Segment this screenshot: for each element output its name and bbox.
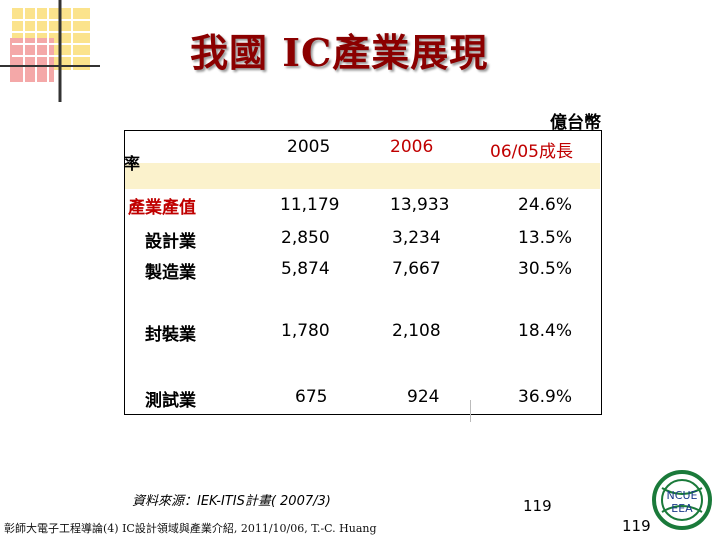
table-cell: 36.9% [518, 387, 573, 407]
table-cell: 13.5% [518, 228, 573, 248]
table-cell: 1,780 [281, 321, 330, 341]
logo-line2: EEA [671, 502, 693, 515]
table-cell: 924 [407, 387, 440, 407]
column-header-2005: 2005 [287, 137, 331, 157]
table-cell: 13,933 [390, 195, 450, 215]
column-header-growth: 06/05成長 [490, 137, 573, 162]
logo-line1: NCUE [667, 489, 698, 502]
header-fragment: 率 [124, 154, 141, 173]
row-label: 產業產值 [128, 198, 196, 218]
page-number: 119 [523, 497, 552, 515]
table-cell: 11,179 [280, 195, 340, 215]
table-cell: 675 [295, 387, 328, 407]
row-label: 封裝業 [145, 325, 196, 345]
column-header-2006: 2006 [390, 137, 434, 157]
growth-header-text: 06/05成長 [490, 142, 573, 162]
grid-logo-icon [0, 0, 100, 102]
footer-citation: 彰師大電子工程導論(4) IC設計領域與產業介紹, 2011/10/06, T.… [4, 522, 377, 535]
table-cell: 30.5% [518, 259, 573, 279]
column-divider [470, 400, 471, 422]
table-cell: 7,667 [392, 259, 441, 279]
table-cell: 2,850 [281, 228, 330, 248]
row-label: 製造業 [145, 263, 196, 283]
table-cell: 2,108 [392, 321, 441, 341]
row-label: 測試業 [145, 391, 196, 411]
unit-label: 億台幣 [550, 113, 601, 133]
ncue-eea-logo-icon: NCUE EEA [652, 470, 712, 530]
source-note: 資料來源：IEK-ITIS計畫( 2007/3) [132, 494, 331, 509]
highlight-band [124, 163, 600, 189]
table-cell: 18.4% [518, 321, 573, 341]
row-label: 設計業 [145, 232, 196, 252]
table-cell: 5,874 [281, 259, 330, 279]
page-title: 我國 IC產業展現 [190, 30, 489, 75]
table-cell: 3,234 [392, 228, 441, 248]
corner-page-number: 119 [622, 517, 651, 535]
data-table [124, 130, 602, 415]
table-cell: 24.6% [518, 195, 573, 215]
